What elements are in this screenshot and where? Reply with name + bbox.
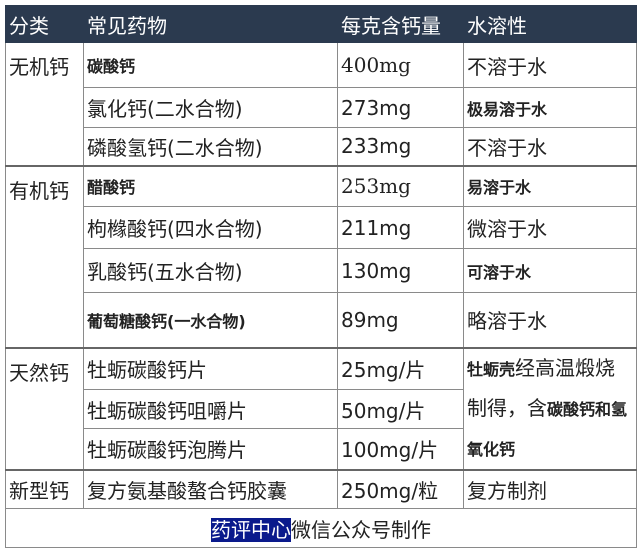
solubility-cell: 牡蛎壳经高温煅烧制得，含碳酸钙和氢氧化钙 bbox=[463, 346, 637, 470]
table-row: 天然钙 牡蛎碳酸钙片 25mg/片 牡蛎壳经高温煅烧制得，含碳酸钙和氢氧化钙 bbox=[5, 346, 637, 470]
drug-cell: 碳酸钙 bbox=[83, 42, 338, 88]
calcium-cell: 25mg/片 bbox=[337, 346, 464, 390]
solubility-cell: 不溶于水 bbox=[463, 42, 637, 88]
calcium-table: 分类 常见药物 每克含钙量 水溶性 无机钙 碳酸钙 400mg 不溶于水 氯化钙… bbox=[5, 5, 637, 548]
calcium-cell: 253mg bbox=[337, 164, 464, 207]
calcium-cell: 50mg/片 bbox=[337, 388, 464, 430]
drug-cell: 枸橼酸钙(四水合物) bbox=[83, 206, 338, 249]
solubility-cell: 易溶于水 bbox=[463, 164, 637, 207]
category-cell: 天然钙 bbox=[5, 346, 84, 470]
table-row: 枸橼酸钙(四水合物) 211mg 微溶于水 bbox=[6, 206, 637, 249]
footer-highlight: 药评中心 bbox=[211, 517, 291, 542]
calcium-cell: 100mg/片 bbox=[337, 428, 464, 470]
table-row: 葡萄糖酸钙(一水合物) 89mg 略溶于水 bbox=[6, 292, 637, 348]
calcium-cell: 273mg bbox=[337, 87, 464, 128]
drug-cell: 牡蛎碳酸钙片 bbox=[83, 346, 338, 390]
drug-cell: 葡萄糖酸钙(一水合物) bbox=[83, 292, 338, 348]
solubility-cell: 微溶于水 bbox=[463, 206, 637, 249]
solubility-part: 经高温煅烧制得，含 bbox=[467, 355, 616, 420]
header-category: 分类 bbox=[5, 5, 84, 43]
calcium-cell: 130mg bbox=[337, 248, 464, 293]
solubility-cell: 可溶于水 bbox=[463, 248, 637, 293]
table-row: 新型钙 复方氨基酸螯合钙胶囊 250mg/粒 复方制剂 bbox=[5, 468, 637, 509]
solubility-cell: 不溶于水 bbox=[463, 127, 637, 166]
solubility-cell: 略溶于水 bbox=[463, 292, 637, 348]
calcium-cell: 211mg bbox=[337, 206, 464, 249]
table-row: 牡蛎碳酸钙泡腾片 100mg/片 bbox=[6, 428, 637, 470]
solubility-cell: 复方制剂 bbox=[463, 468, 637, 509]
header-row: 分类 常见药物 每克含钙量 水溶性 bbox=[5, 5, 637, 43]
calcium-cell: 233mg bbox=[337, 127, 464, 166]
calcium-cell: 250mg/粒 bbox=[337, 468, 464, 509]
header-solubility: 水溶性 bbox=[463, 5, 637, 43]
solubility-part: 牡蛎壳 bbox=[467, 359, 516, 379]
table-row: 无机钙 碳酸钙 400mg 不溶于水 bbox=[5, 42, 637, 166]
footer-cell: 药评中心微信公众号制作 bbox=[5, 508, 637, 548]
drug-cell: 醋酸钙 bbox=[83, 164, 338, 207]
solubility-cell: 极易溶于水 bbox=[463, 87, 637, 128]
drug-cell: 牡蛎碳酸钙咀嚼片 bbox=[83, 388, 338, 430]
header-drug: 常见药物 bbox=[83, 5, 338, 43]
header-calcium: 每克含钙量 bbox=[337, 5, 464, 43]
footer-text: 微信公众号制作 bbox=[291, 517, 431, 542]
calcium-cell: 89mg bbox=[337, 292, 464, 348]
table-row: 磷酸氢钙(二水合物) 233mg 不溶于水 bbox=[6, 127, 637, 166]
table-row: 乳酸钙(五水合物) 130mg 可溶于水 bbox=[6, 248, 637, 293]
calcium-cell: 400mg bbox=[337, 42, 464, 88]
drug-cell: 复方氨基酸螯合钙胶囊 bbox=[83, 468, 338, 509]
category-cell: 新型钙 bbox=[5, 468, 84, 509]
solubility-part: 碳酸钙和氢氧化钙 bbox=[467, 399, 628, 459]
drug-cell: 氯化钙(二水合物) bbox=[83, 87, 338, 128]
drug-cell: 磷酸氢钙(二水合物) bbox=[83, 127, 338, 166]
category-cell: 有机钙 bbox=[5, 164, 84, 348]
drug-cell: 乳酸钙(五水合物) bbox=[83, 248, 338, 293]
drug-cell: 牡蛎碳酸钙泡腾片 bbox=[83, 428, 338, 470]
category-cell: 无机钙 bbox=[5, 42, 84, 166]
footer-row: 药评中心微信公众号制作 bbox=[5, 508, 637, 548]
table-row: 氯化钙(二水合物) 273mg 极易溶于水 bbox=[6, 87, 637, 128]
table-row: 有机钙 醋酸钙 253mg 易溶于水 bbox=[5, 164, 637, 348]
